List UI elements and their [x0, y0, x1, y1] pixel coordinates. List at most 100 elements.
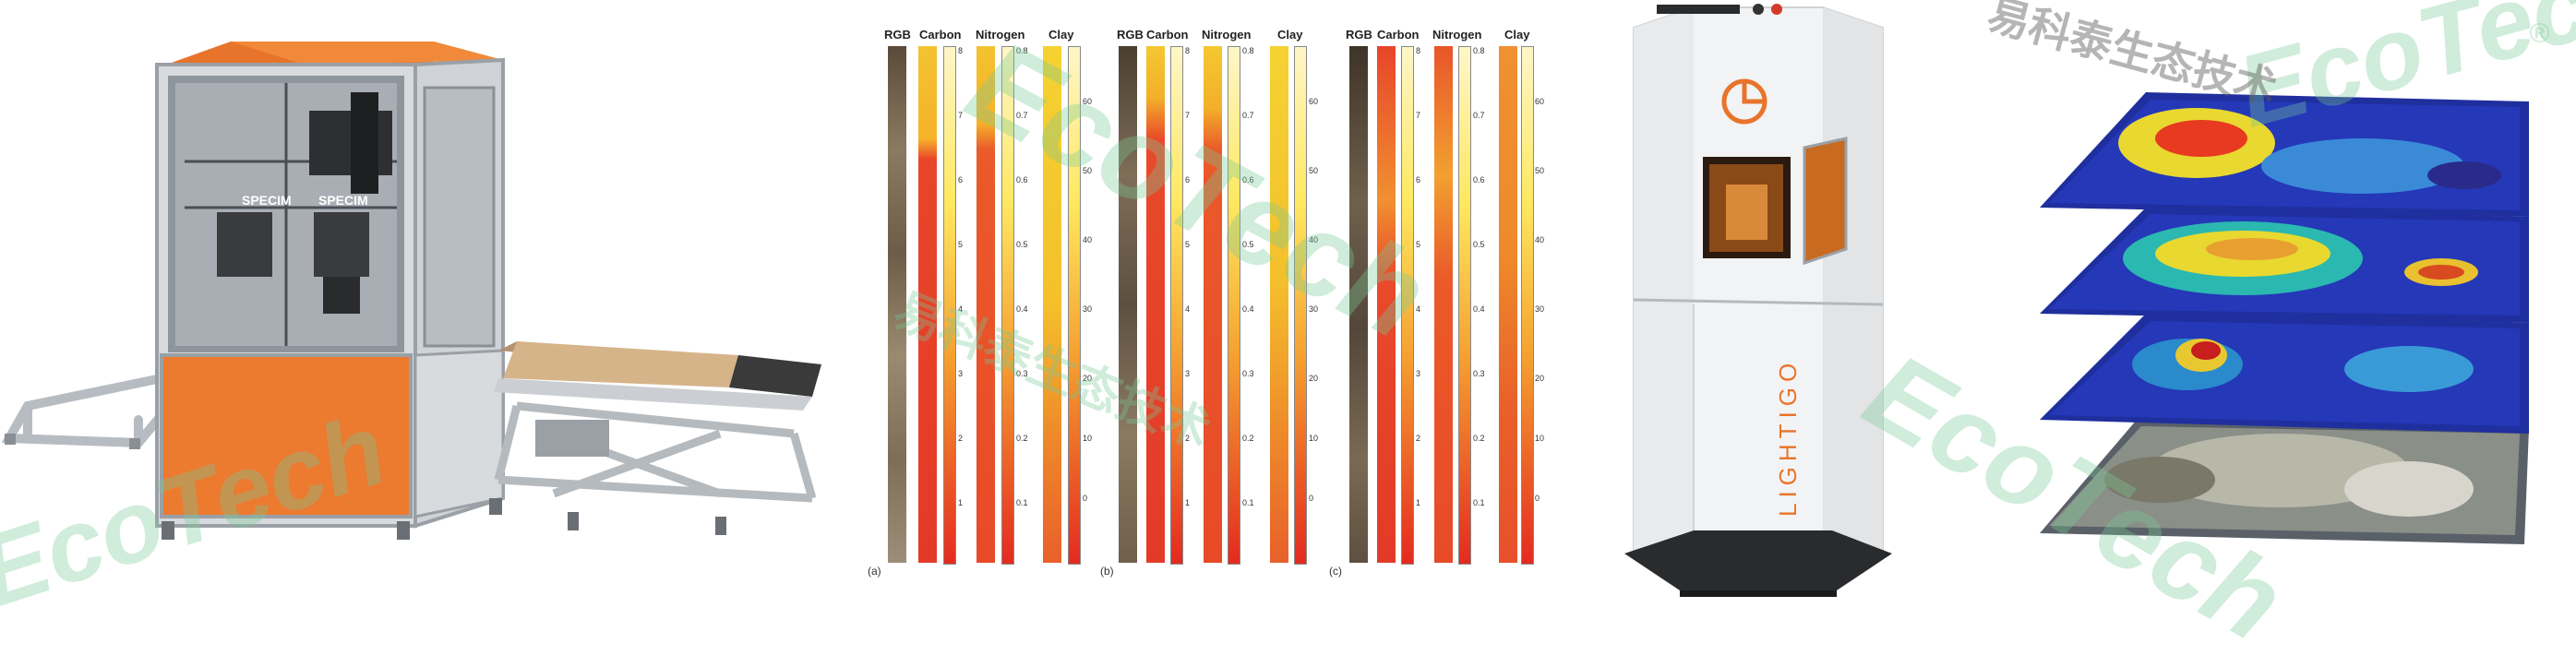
- clay-tick: 40: [1535, 235, 1545, 244]
- nitrogen-tick: 0.5: [1016, 240, 1028, 249]
- carbon-tick: 1: [1416, 498, 1421, 507]
- clay-tick: 50: [1535, 166, 1545, 175]
- clay-colorbar: [1294, 46, 1307, 565]
- carbon-tick: 2: [1185, 434, 1191, 443]
- carbon-tick: 4: [1185, 304, 1191, 314]
- carbon-tick: 2: [1416, 434, 1421, 443]
- carbon-tick: 3: [1416, 369, 1421, 378]
- clay-tick: 30: [1309, 304, 1319, 314]
- nitrogen-tick: 0.3: [1242, 369, 1254, 378]
- carbon-tick: 5: [1185, 240, 1191, 249]
- col-title-carbon: Carbon: [1377, 28, 1420, 42]
- nitrogen-tick: 0.7: [1242, 111, 1254, 120]
- carbon-tick: 1: [1185, 498, 1191, 507]
- carbon-core-strip: [1146, 46, 1165, 563]
- nitrogen-tick: 0.8: [1242, 46, 1254, 55]
- carbon-colorbar: [1170, 46, 1183, 565]
- panel-letter-c: (c): [1329, 565, 1342, 578]
- col-title-rgb: RGB: [1117, 28, 1144, 42]
- nitrogen-tick: 0.8: [1016, 46, 1028, 55]
- carbon-tick: 3: [1185, 369, 1191, 378]
- lightigo-xrf-device: [1624, 4, 1892, 597]
- clay-tick: 30: [1083, 304, 1093, 314]
- carbon-tick: 4: [958, 304, 964, 314]
- panel-letter-b: (b): [1100, 565, 1114, 578]
- hyperspectral-layer-stack: [2040, 92, 2529, 544]
- col-title-nitrogen: Nitrogen: [976, 28, 1025, 42]
- nitrogen-tick: 0.1: [1473, 498, 1485, 507]
- rgb-core-strip: [1349, 46, 1368, 563]
- carbon-tick: 8: [958, 46, 964, 55]
- carbon-tick: 4: [1416, 304, 1421, 314]
- clay-tick: 50: [1083, 166, 1093, 175]
- hyperspectral-core-scanner: SPECIM SPECIM: [1, 42, 821, 540]
- rgb-core-strip: [888, 46, 906, 563]
- clay-tick: 10: [1309, 434, 1319, 443]
- carbon-tick: 2: [958, 434, 964, 443]
- nitrogen-colorbar: [1228, 46, 1240, 565]
- nitrogen-core-strip: [1204, 46, 1222, 563]
- rgb-core-strip: [1119, 46, 1137, 563]
- col-title-nitrogen: Nitrogen: [1432, 28, 1482, 42]
- core-panel-c: RGB Carbon Nitrogen Clay 8 7 6 5 4 3 2 1…: [1329, 0, 1551, 597]
- nitrogen-colorbar: [1001, 46, 1014, 565]
- core-panel-a: RGB Carbon Nitrogen Clay 8 7 6 5 4 3 2 1…: [868, 0, 1098, 597]
- nitrogen-tick: 0.4: [1242, 304, 1254, 314]
- clay-tick: 20: [1309, 374, 1319, 383]
- nitrogen-colorbar: [1458, 46, 1471, 565]
- core-panel-b: RGB Carbon Nitrogen Clay 8 7 6 5 4 3 2 1…: [1100, 0, 1331, 597]
- col-title-rgb: RGB: [1346, 28, 1372, 42]
- carbon-tick: 1: [958, 498, 964, 507]
- col-title-carbon: Carbon: [919, 28, 962, 42]
- clay-core-strip: [1270, 46, 1288, 563]
- clay-colorbar: [1521, 46, 1534, 565]
- clay-tick: 60: [1083, 97, 1093, 106]
- carbon-tick: 6: [1416, 175, 1421, 185]
- carbon-tick: 8: [1185, 46, 1191, 55]
- clay-tick: 10: [1535, 434, 1545, 443]
- carbon-tick: 6: [958, 175, 964, 185]
- nitrogen-tick: 0.3: [1016, 369, 1028, 378]
- nitrogen-tick: 0.3: [1473, 369, 1485, 378]
- clay-tick: 10: [1083, 434, 1093, 443]
- specim-logo-left: SPECIM: [242, 193, 292, 208]
- carbon-core-strip: [918, 46, 937, 563]
- nitrogen-core-strip: [1434, 46, 1453, 563]
- carbon-tick: 8: [1416, 46, 1421, 55]
- carbon-tick: 6: [1185, 175, 1191, 185]
- clay-tick: 0: [1083, 494, 1088, 503]
- clay-tick: 40: [1309, 235, 1319, 244]
- nitrogen-tick: 0.4: [1473, 304, 1485, 314]
- specim-logo-right: SPECIM: [318, 193, 368, 208]
- nitrogen-tick: 0.7: [1016, 111, 1028, 120]
- nitrogen-tick: 0.2: [1242, 434, 1254, 443]
- clay-tick: 20: [1535, 374, 1545, 383]
- lightigo-label: LIGHTIGO: [1774, 357, 1802, 517]
- clay-tick: 0: [1309, 494, 1314, 503]
- clay-core-strip: [1499, 46, 1517, 563]
- clay-tick: 60: [1535, 97, 1545, 106]
- nitrogen-tick: 0.1: [1016, 498, 1028, 507]
- col-title-carbon: Carbon: [1146, 28, 1189, 42]
- carbon-core-strip: [1377, 46, 1396, 563]
- clay-tick: 30: [1535, 304, 1545, 314]
- nitrogen-core-strip: [976, 46, 995, 563]
- nitrogen-tick: 0.6: [1242, 175, 1254, 185]
- nitrogen-tick: 0.5: [1473, 240, 1485, 249]
- carbon-tick: 7: [958, 111, 964, 120]
- nitrogen-tick: 0.1: [1242, 498, 1254, 507]
- carbon-colorbar: [943, 46, 956, 565]
- nitrogen-tick: 0.2: [1016, 434, 1028, 443]
- clay-tick: 60: [1309, 97, 1319, 106]
- clay-tick: 20: [1083, 374, 1093, 383]
- carbon-tick: 7: [1416, 111, 1421, 120]
- col-title-clay: Clay: [1048, 28, 1074, 42]
- col-title-rgb: RGB: [884, 28, 911, 42]
- nitrogen-tick: 0.6: [1473, 175, 1485, 185]
- nitrogen-tick: 0.5: [1242, 240, 1254, 249]
- clay-tick: 40: [1083, 235, 1093, 244]
- nitrogen-tick: 0.7: [1473, 111, 1485, 120]
- clay-tick: 0: [1535, 494, 1540, 503]
- nitrogen-tick: 0.8: [1473, 46, 1485, 55]
- nitrogen-tick: 0.4: [1016, 304, 1028, 314]
